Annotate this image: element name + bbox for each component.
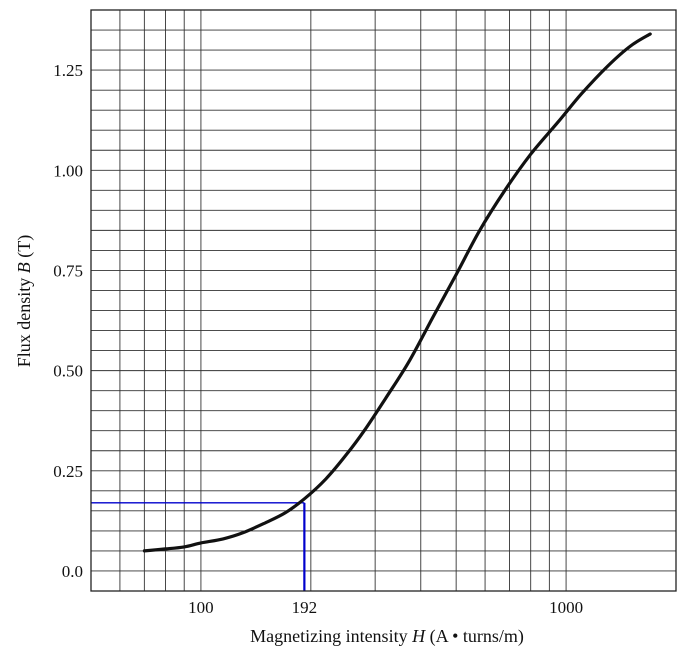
y-tick-label: 0.0 (62, 562, 83, 581)
x-tick-label: 192 (292, 598, 318, 617)
x-tick-label: 1000 (549, 598, 583, 617)
y-axis-label: Flux density B (T) (14, 235, 35, 368)
y-tick-labels: 0.0 0.25 0.50 0.75 1.00 1.25 (53, 61, 83, 581)
grid (91, 10, 676, 592)
x-tick-label: 100 (188, 598, 214, 617)
y-tick-label: 0.75 (53, 261, 83, 280)
plot-frame (90, 9, 677, 592)
x-tick-labels: 100 192 1000 (188, 598, 583, 617)
x-axis-label: Magnetizing intensity H (A • turns/m) (250, 626, 524, 647)
y-tick-label: 1.25 (53, 61, 83, 80)
y-tick-label: 1.00 (53, 161, 83, 180)
y-tick-label: 0.50 (53, 362, 83, 381)
series-group (142, 32, 652, 553)
bh-curve-line (142, 32, 652, 553)
annotation-lines (91, 502, 306, 591)
y-tick-label: 0.25 (53, 462, 83, 481)
